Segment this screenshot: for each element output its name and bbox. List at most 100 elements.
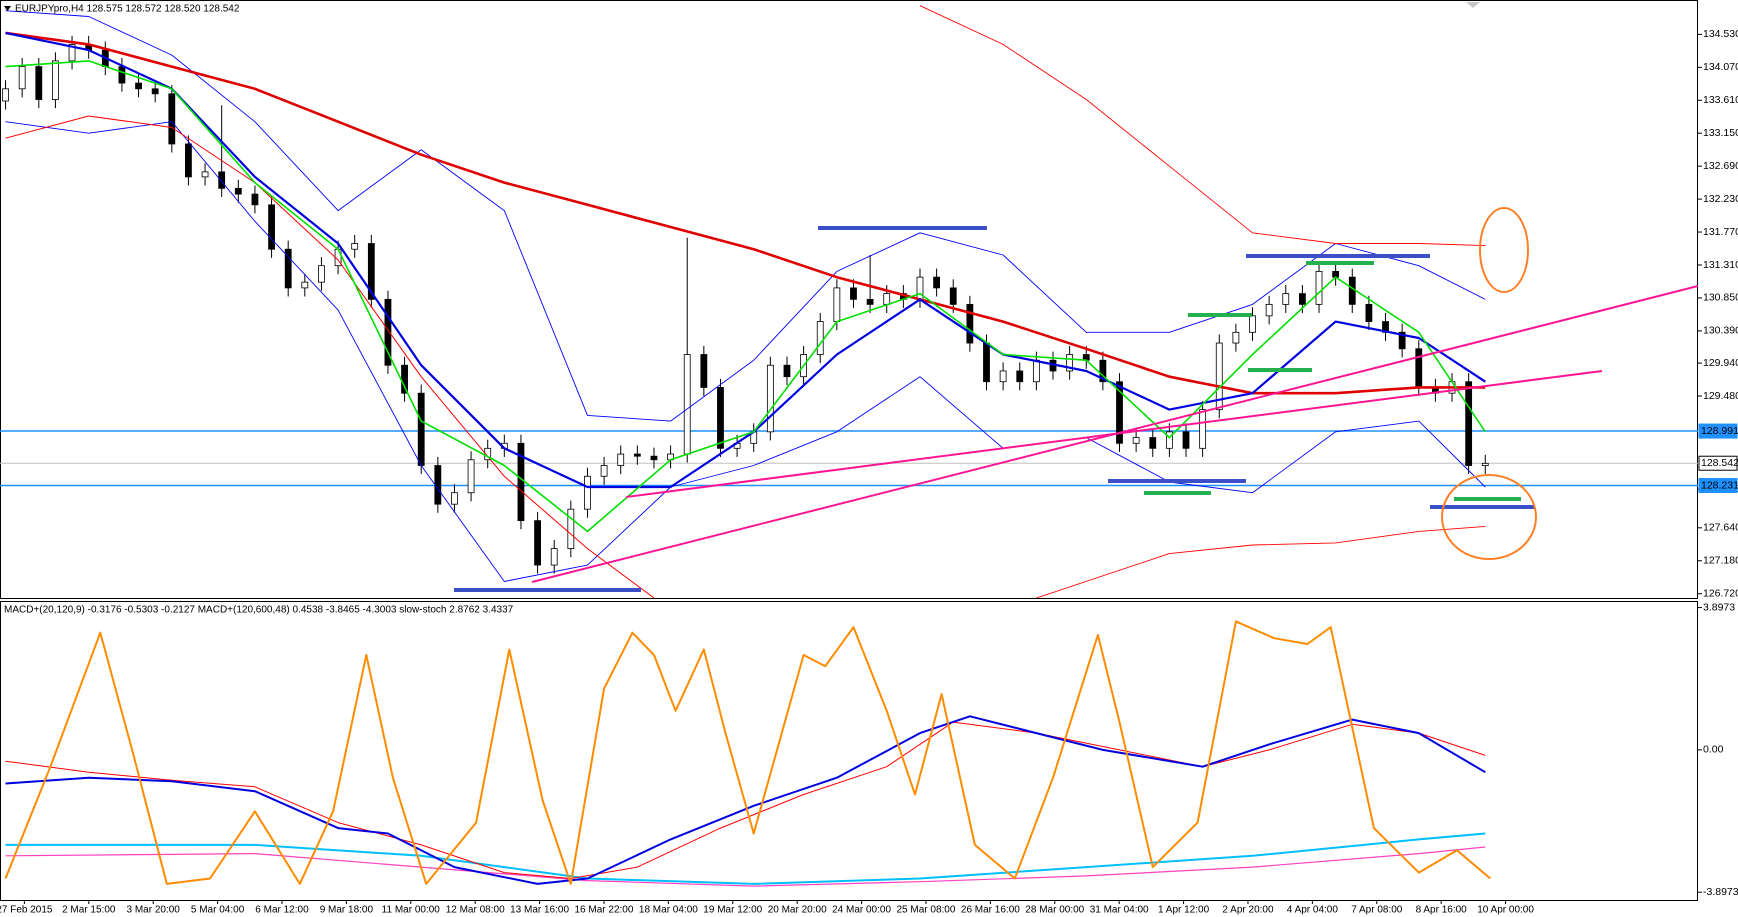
candle-body [1032, 359, 1040, 383]
indicator-line [5, 715, 1486, 885]
y-tick-label: 129.480 [1703, 390, 1738, 402]
level-label: 128.991 [1701, 425, 1738, 437]
candle-body [201, 171, 209, 178]
candle-body [401, 364, 408, 394]
x-tick-label: 20 Mar 20:00 [768, 905, 827, 916]
macd-plot [4, 620, 1491, 887]
x-tick-label: 27 Feb 2015 [0, 905, 53, 916]
y-tick-label: 127.180 [1703, 555, 1738, 567]
macd-header: MACD+(20,120,9) -0.3176 -0.5303 -0.2127 … [4, 605, 514, 616]
candle-body [1066, 354, 1074, 372]
y-tick-label: 3.8973 [1703, 601, 1735, 613]
y-tick-label: 129.940 [1703, 357, 1738, 369]
level-label-box [1698, 423, 1738, 439]
candle-body [816, 321, 824, 355]
x-tick-label: 18 Mar 04:00 [639, 905, 698, 916]
candle-body [883, 293, 891, 305]
candle-body [1199, 409, 1207, 449]
x-tick-label: 9 Mar 18:00 [320, 905, 374, 916]
indicator-line [1036, 525, 1486, 598]
x-tick-label: 11 Mar 00:00 [382, 905, 441, 916]
candle-body [1116, 381, 1123, 444]
indicator-line [5, 60, 1486, 533]
x-tick-label: 28 Mar 00:00 [1025, 905, 1084, 916]
candle-body [1016, 370, 1024, 383]
candle-body [1099, 359, 1107, 383]
candle-body [135, 82, 142, 90]
x-tick-label: 10 Apr 00:00 [1477, 905, 1534, 916]
candle-body [218, 171, 226, 189]
candle-body [983, 342, 990, 383]
candle-body [185, 143, 192, 178]
main-frame [0, 0, 1698, 599]
y-tick-label: 133.610 [1703, 94, 1738, 106]
y-tick-label: 134.530 [1703, 28, 1738, 40]
candle-body [717, 387, 724, 449]
candle-body [284, 248, 292, 289]
candle-body [52, 60, 59, 100]
candle-body [484, 447, 492, 461]
candle-body [866, 298, 874, 305]
candle-body [650, 455, 658, 461]
candle-body [833, 287, 841, 322]
x-tick-label: 19 Mar 12:00 [703, 905, 762, 916]
candle-body [783, 364, 791, 378]
y-tick-label: 133.150 [1703, 127, 1738, 139]
drawings [454, 2, 1698, 592]
candle-body [1398, 331, 1406, 350]
macd-frame [0, 601, 1698, 901]
scroll-marker [1466, 2, 1480, 8]
indicator-line [919, 5, 1486, 247]
y-tick-label: 132.230 [1703, 193, 1738, 205]
candle-body [1182, 431, 1190, 449]
candle-body [451, 492, 458, 505]
candle-body [151, 88, 159, 95]
x-tick-label: 26 Mar 16:00 [961, 905, 1020, 916]
y-tick-label: 132.690 [1703, 160, 1738, 172]
candle-body [1415, 348, 1423, 388]
candle-body [1132, 437, 1140, 444]
x-tick-label: 12 Mar 08:00 [446, 905, 505, 916]
indicator-line [5, 31, 1486, 489]
candle-body [683, 354, 691, 455]
x-tick-label: 24 Mar 00:00 [832, 905, 891, 916]
main-header: EURJPYpro,H4 128.575 128.572 128.520 128… [15, 4, 240, 15]
candle-body [1481, 462, 1489, 466]
indicator-line [5, 10, 1486, 422]
candle-body [1298, 293, 1306, 305]
candle-body [766, 364, 774, 433]
candle-body [417, 392, 425, 466]
level-label-box [1698, 455, 1738, 471]
candle-body [1365, 303, 1373, 322]
candle-body [68, 44, 76, 62]
y-tick-label: 0.00 [1703, 744, 1724, 756]
candle-body [467, 459, 475, 494]
candle-body [384, 298, 392, 366]
candle-body [1348, 276, 1356, 305]
candle-body [966, 303, 974, 344]
indicator-line [5, 121, 1486, 582]
level-label-box [1698, 477, 1738, 493]
candle-body [18, 66, 26, 90]
candle-body [1332, 271, 1340, 278]
candle-body [2, 88, 9, 102]
y-tick-label: -3.8973 [1703, 886, 1738, 898]
candle-body [1249, 315, 1256, 333]
x-tick-label: 2 Mar 15:00 [62, 905, 116, 916]
candle-body [1465, 381, 1473, 466]
x-tick-label: 1 Apr 12:00 [1158, 905, 1210, 916]
candle-body [617, 453, 625, 466]
indicator-line [5, 832, 1486, 885]
y-tick-label: 131.770 [1703, 226, 1738, 238]
indicator-line [5, 115, 655, 598]
highlight-circle [1479, 207, 1529, 293]
candle-body [1282, 293, 1290, 305]
candle-body [251, 193, 259, 206]
candle-body [633, 453, 641, 457]
level-label: 128.231 [1701, 479, 1738, 491]
candle-body [1265, 303, 1273, 317]
candle-body [1149, 437, 1157, 449]
indicator-line [5, 846, 1486, 887]
candle-body [1232, 331, 1240, 344]
